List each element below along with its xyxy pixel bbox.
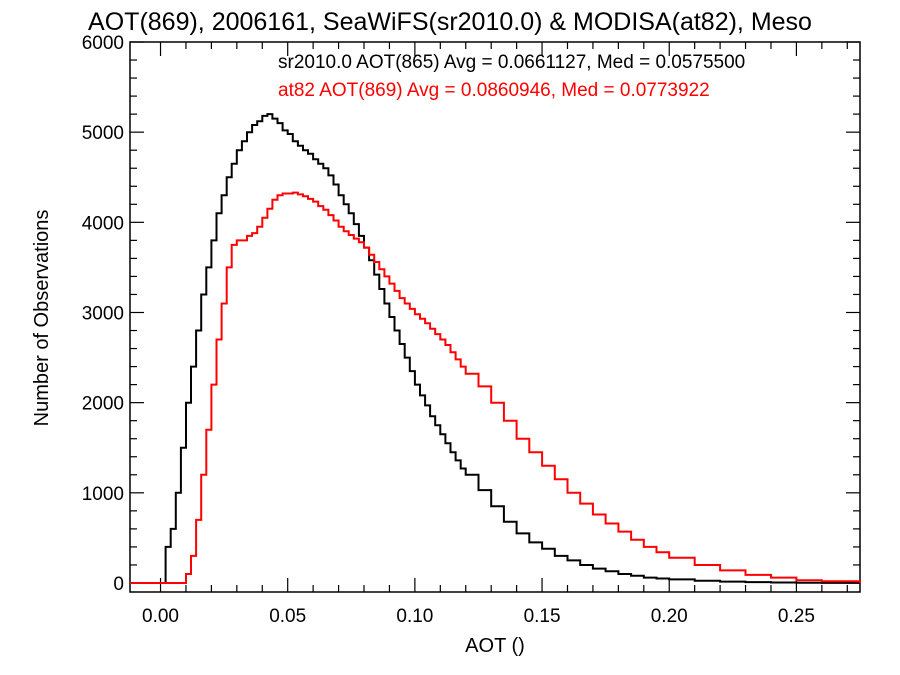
y-tick-label: 4000 xyxy=(82,213,124,234)
series-layer xyxy=(130,113,861,584)
series-line-at82 xyxy=(130,191,861,584)
plot-border xyxy=(129,41,861,593)
y-tick-label: 2000 xyxy=(82,394,124,415)
y-tick-label: 6000 xyxy=(82,33,124,54)
y-tick-label: 1000 xyxy=(82,484,124,505)
y-axis-ticks: 0 1000 2000 3000 4000 5000 6000 xyxy=(82,33,860,595)
x-tick-label: 0.20 xyxy=(651,606,688,627)
x-axis-ticks: 0.00 0.05 0.10 0.15 0.20 0.25 xyxy=(142,42,848,627)
x-axis-label: AOT () xyxy=(465,635,525,657)
x-tick-label: 0.00 xyxy=(142,606,179,627)
x-tick-label: 0.15 xyxy=(524,606,561,627)
legend-entry-red: at82 AOT(869) Avg = 0.0860946, Med = 0.0… xyxy=(278,80,710,101)
y-tick-label: 5000 xyxy=(82,123,124,144)
legend-entry-black: sr2010.0 AOT(865) Avg = 0.0661127, Med =… xyxy=(278,52,745,73)
plot-frame xyxy=(129,41,861,593)
y-tick-label: 3000 xyxy=(82,303,124,324)
x-tick-label: 0.25 xyxy=(778,606,815,627)
y-tick-label: 0 xyxy=(113,574,124,595)
y-axis-label: Number of Observations xyxy=(31,210,53,427)
chart-title: AOT(869), 2006161, SeaWiFS(sr2010.0) & M… xyxy=(88,8,812,36)
series-line-sr2010 xyxy=(130,113,861,584)
x-tick-label: 0.05 xyxy=(269,606,306,627)
x-tick-label: 0.10 xyxy=(396,606,433,627)
